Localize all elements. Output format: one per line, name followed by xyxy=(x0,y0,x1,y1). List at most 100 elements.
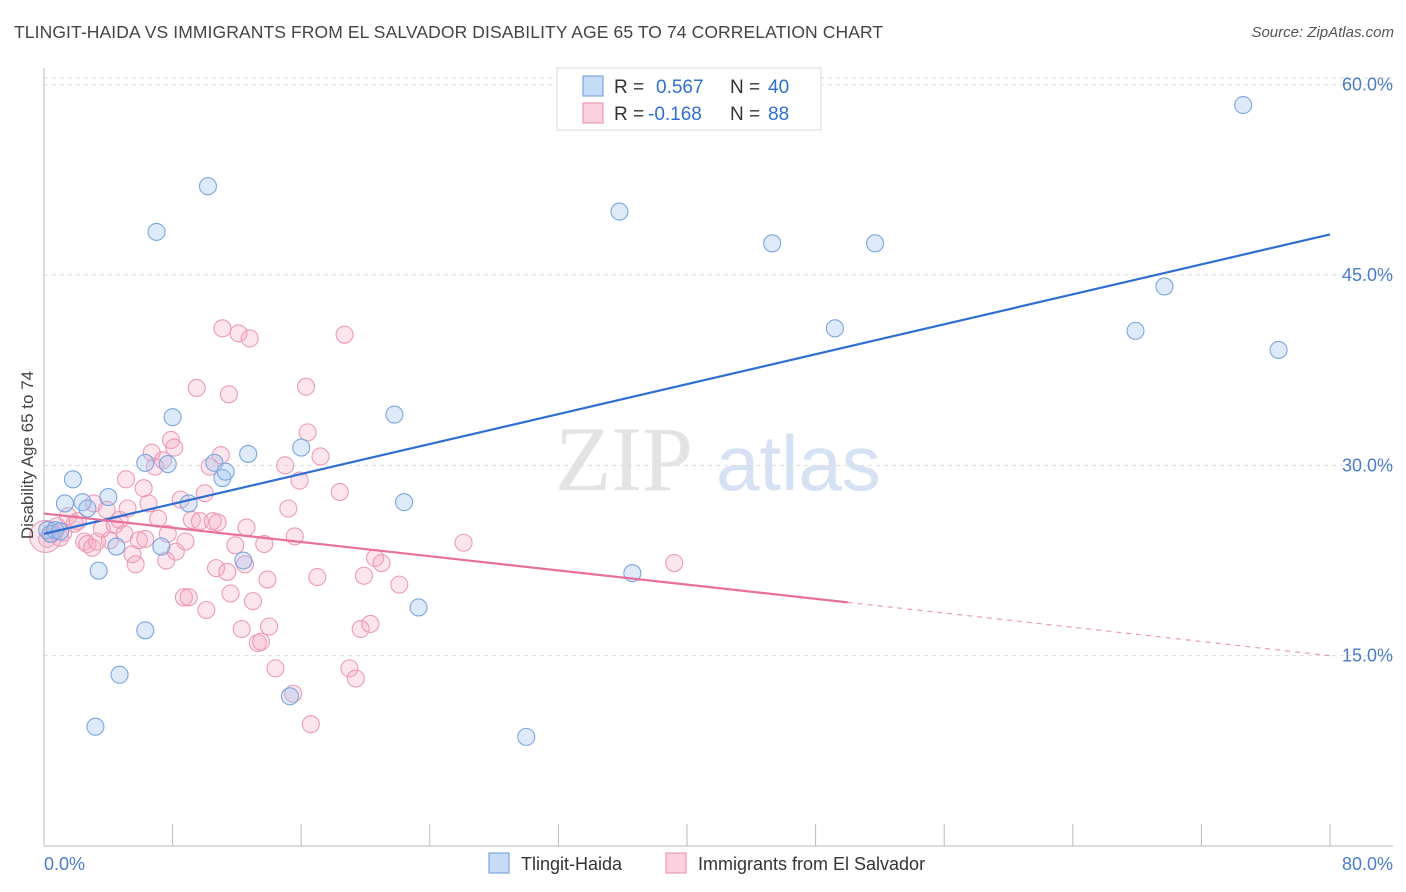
point-tlingit-haida-19 xyxy=(179,494,198,513)
point-el-salvador-79 xyxy=(340,659,359,678)
trend-line-el-salvador-extension xyxy=(847,601,1331,657)
point-tlingit-haida-35 xyxy=(825,319,844,338)
source-label: Source: ZipAtlas.com xyxy=(1251,24,1394,41)
point-el-salvador-50 xyxy=(213,319,232,338)
point-el-salvador-34 xyxy=(165,438,184,457)
axes xyxy=(43,68,1393,847)
point-el-salvador-83 xyxy=(361,614,380,634)
point-el-salvador-53 xyxy=(221,584,240,603)
point-el-salvador-58 xyxy=(237,518,256,537)
y-tick-labels: 15.0% 30.0% 45.0% 60.0% xyxy=(1342,75,1393,666)
point-el-salvador-86 xyxy=(390,575,409,594)
point-tlingit-haida-18 xyxy=(163,408,182,427)
bottom-legend-label-1: Tlingit-Haida xyxy=(521,854,623,874)
point-tlingit-haida-7 xyxy=(78,499,97,518)
point-el-salvador-37 xyxy=(174,588,193,607)
legend-n-value-1: 40 xyxy=(768,77,789,98)
point-tlingit-haida-14 xyxy=(136,621,155,640)
point-tlingit-haida-30 xyxy=(409,598,428,617)
trend-line-tlingit-haida xyxy=(43,233,1331,535)
stats-legend: R = 0.567 N = 40 R = -0.168 N = 88 xyxy=(556,67,822,131)
point-tlingit-haida-13 xyxy=(136,453,155,472)
point-tlingit-haida-23 xyxy=(216,462,235,481)
point-el-salvador-69 xyxy=(284,684,303,703)
legend-n-label-1: N = xyxy=(730,77,760,98)
point-el-salvador-23 xyxy=(129,531,148,550)
point-el-salvador-72 xyxy=(296,377,316,396)
legend-r-label-2: R = xyxy=(614,104,644,125)
y-axis-title: Disability Age 65 to 74 xyxy=(18,371,37,539)
series-legend: Tlingit-Haida Immigrants from El Salvado… xyxy=(488,852,925,874)
point-el-salvador-56 xyxy=(232,619,251,639)
bottom-legend-swatch-pink xyxy=(665,852,687,874)
point-el-salvador-64 xyxy=(258,570,277,589)
point-tlingit-haida-8 xyxy=(86,717,105,736)
point-el-salvador-62 xyxy=(251,632,271,651)
legend-r-value-2: -0.168 xyxy=(648,104,702,125)
trend-line-el-salvador xyxy=(43,512,848,604)
legend-n-value-2: 88 xyxy=(768,104,789,125)
y-tick-label-1: 30.0% xyxy=(1342,455,1393,475)
point-el-salvador-73 xyxy=(298,423,317,442)
point-el-salvador-74 xyxy=(301,715,320,734)
point-tlingit-haida-24 xyxy=(234,551,253,570)
bottom-legend-swatch-blue xyxy=(488,852,510,874)
point-el-salvador-60 xyxy=(243,592,263,611)
point-tlingit-haida-31 xyxy=(517,727,536,746)
point-el-salvador-44 xyxy=(197,600,216,620)
point-el-salvador-77 xyxy=(330,482,349,502)
legend-swatch-pink xyxy=(582,102,604,124)
point-tlingit-haida-12 xyxy=(110,665,129,684)
point-tlingit-haida-5 xyxy=(63,470,82,489)
point-el-salvador-75 xyxy=(308,567,327,587)
point-tlingit-haida-28 xyxy=(385,405,404,424)
point-tlingit-haida-4 xyxy=(55,494,74,513)
series-tlingit-haida xyxy=(38,95,1288,746)
point-tlingit-haida-36 xyxy=(866,234,885,253)
point-tlingit-haida-25 xyxy=(239,444,258,463)
y-tick-label-0: 15.0% xyxy=(1342,646,1393,666)
watermark-zip: ZIP xyxy=(555,408,693,510)
legend-swatch-blue xyxy=(582,75,604,97)
point-el-salvador-81 xyxy=(351,619,370,639)
trend-lines xyxy=(43,233,1331,657)
point-el-salvador-48 xyxy=(208,513,227,532)
point-el-salvador-78 xyxy=(335,325,354,344)
legend-r-value-1: 0.567 xyxy=(656,77,704,98)
point-tlingit-haida-16 xyxy=(152,537,171,556)
x-tick-min: 0.0% xyxy=(44,854,85,874)
point-tlingit-haida-10 xyxy=(99,488,118,507)
point-tlingit-haida-26 xyxy=(280,687,299,706)
point-tlingit-haida-27 xyxy=(292,438,311,457)
point-el-salvador-49 xyxy=(211,446,230,465)
y-tick-label-2: 45.0% xyxy=(1342,265,1393,285)
point-tlingit-haida-20 xyxy=(198,177,218,196)
point-el-salvador-63 xyxy=(255,534,274,554)
point-el-salvador-43 xyxy=(195,484,214,503)
point-tlingit-haida-11 xyxy=(107,537,126,556)
point-el-salvador-85 xyxy=(372,554,391,573)
point-el-salvador-42 xyxy=(190,512,209,531)
point-tlingit-haida-40 xyxy=(1269,340,1288,359)
point-el-salvador-47 xyxy=(206,559,226,578)
point-el-salvador-82 xyxy=(354,566,373,585)
point-el-salvador-22 xyxy=(126,555,145,574)
point-el-salvador-88 xyxy=(665,554,684,573)
point-el-salvador-59 xyxy=(240,329,259,348)
point-el-salvador-19 xyxy=(116,470,136,489)
bottom-legend-label-2: Immigrants from El Salvador xyxy=(698,854,925,874)
watermark: ZIP atlas xyxy=(555,408,881,510)
y-tick-label-3: 60.0% xyxy=(1342,75,1393,95)
point-el-salvador-54 xyxy=(226,536,245,555)
legend-n-label-2: N = xyxy=(730,104,760,125)
point-tlingit-haida-9 xyxy=(89,561,108,580)
point-el-salvador-87 xyxy=(454,533,473,552)
legend-r-label-1: R = xyxy=(614,77,644,98)
point-el-salvador-67 xyxy=(276,456,295,475)
point-el-salvador-55 xyxy=(229,324,248,343)
point-el-salvador-65 xyxy=(259,617,279,636)
point-el-salvador-80 xyxy=(346,669,365,688)
point-el-salvador-68 xyxy=(279,499,298,518)
point-el-salvador-39 xyxy=(179,588,198,607)
